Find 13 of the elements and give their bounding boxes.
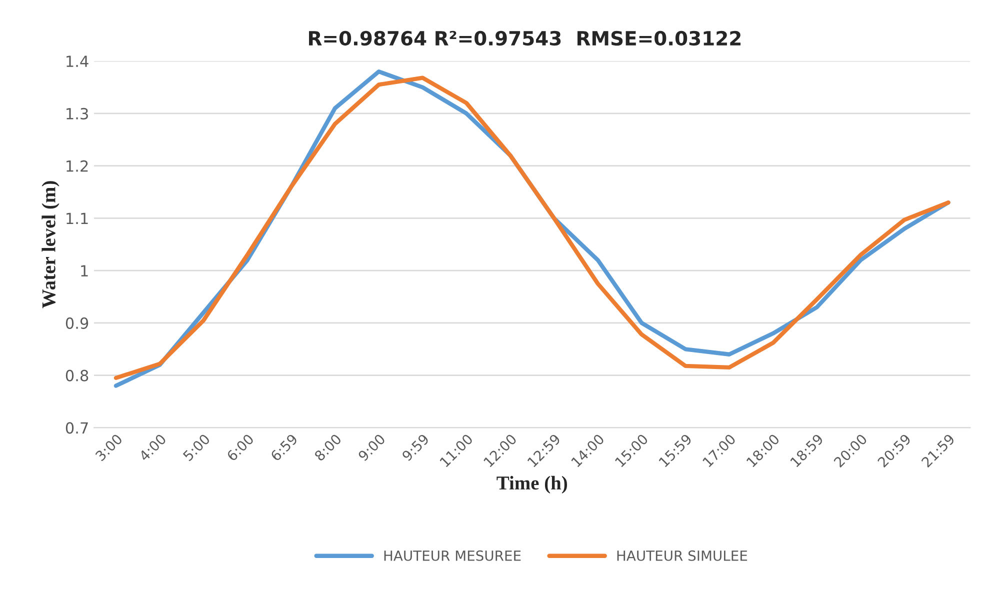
y-tick-label: 0.7 bbox=[66, 422, 88, 434]
legend-label: HAUTEUR SIMULEE bbox=[617, 550, 748, 561]
y-tick-label: 1.3 bbox=[66, 108, 88, 120]
y-tick-label: 1.1 bbox=[66, 212, 88, 224]
chart-title: R=0.98764 R²=0.97543 RMSE=0.03122 bbox=[309, 30, 740, 46]
y-tick-label: 1 bbox=[81, 265, 88, 276]
y-axis-title: Water level (m) bbox=[42, 181, 60, 308]
y-tick-label: 1.2 bbox=[66, 160, 88, 172]
y-tick-label: 1.4 bbox=[66, 56, 88, 67]
y-tick-label: 0.9 bbox=[66, 317, 88, 329]
y-tick-label: 0.8 bbox=[66, 370, 88, 382]
legend-label: HAUTEUR MESUREE bbox=[384, 550, 521, 561]
x-axis-title: Time (h) bbox=[496, 476, 568, 494]
